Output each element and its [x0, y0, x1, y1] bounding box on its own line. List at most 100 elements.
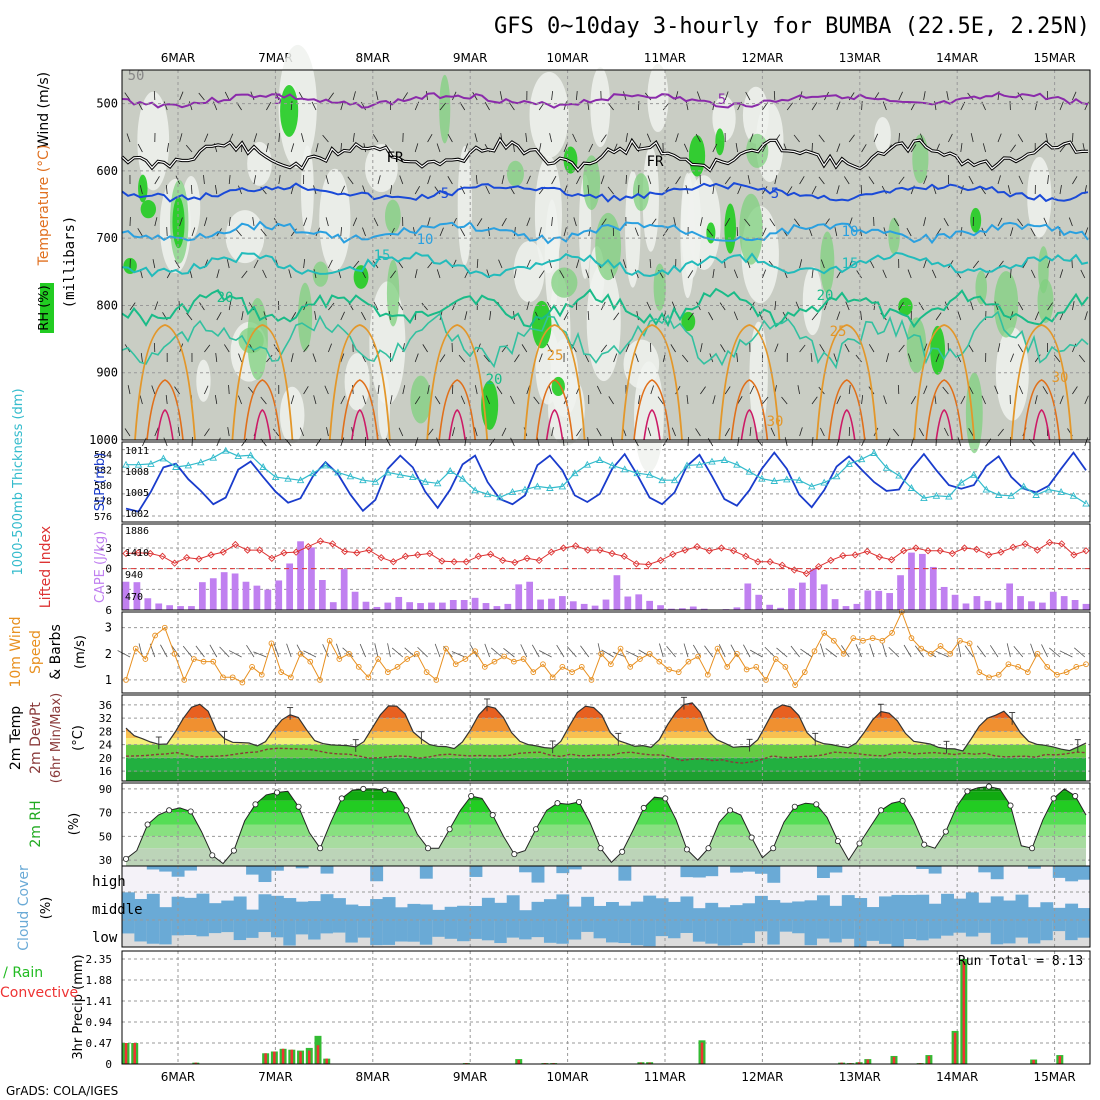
thickness-point [371, 477, 380, 485]
rh-dry-patch [749, 321, 768, 433]
wind-speed-point [734, 650, 740, 657]
cloud-low-cell [543, 920, 557, 943]
precip-convective-bar [892, 1056, 896, 1064]
wind-speed-point [530, 669, 537, 675]
temp-contour-35 [838, 409, 856, 441]
wind-barb [625, 343, 630, 353]
wind-barb [634, 269, 639, 279]
wind-barb [174, 260, 180, 269]
wind-barb [907, 269, 912, 279]
lifted-index-point [790, 566, 798, 574]
wind-barb [820, 259, 825, 269]
cloud-mid-cell [792, 901, 806, 920]
thickness-point [558, 482, 567, 490]
cape-bar [493, 606, 501, 610]
wind-barb [563, 227, 567, 237]
wind-barb [498, 259, 503, 269]
thickness-point [608, 461, 616, 469]
thickness-point [645, 470, 654, 478]
cape-bar [962, 603, 970, 610]
cloud-high-cell [184, 866, 197, 871]
wind-barb [199, 302, 205, 311]
temp-contour-25 [523, 324, 586, 441]
cloud-mid-cell [692, 908, 706, 920]
cloud-mid-cell [382, 897, 396, 920]
surface-wind-barb [391, 647, 404, 658]
wind-barb [745, 91, 751, 101]
cloud-mid-cell [643, 895, 657, 920]
wind-barb [610, 269, 614, 279]
cape-bar [438, 602, 446, 610]
wind-barb [227, 427, 230, 437]
wind-barb [373, 217, 379, 227]
wind-speed-point [763, 677, 769, 683]
lifted-axis-label: Lifted Index [38, 526, 54, 608]
wind-barb [347, 176, 354, 185]
wind-barb [397, 302, 404, 311]
wind-barb [712, 395, 716, 405]
wind-speed-point [831, 637, 837, 644]
wind-speed-point [666, 666, 672, 673]
wind-barb [882, 101, 887, 111]
thickness-point [720, 456, 729, 463]
wind-barb [166, 143, 170, 153]
cape-bar [635, 594, 643, 610]
wind-speed-point [229, 674, 236, 681]
cloud-low-cell [1040, 920, 1054, 941]
wind-speed-point [646, 650, 653, 657]
wind-barb [514, 227, 516, 237]
wind-barb [719, 302, 726, 311]
rh-point [230, 847, 237, 854]
wind-barb [600, 301, 606, 311]
wind-barb [165, 395, 168, 405]
cloud-low-cell [941, 920, 954, 936]
wind-speed-point [947, 650, 954, 657]
wind-barb [460, 227, 466, 237]
rh-point [662, 795, 669, 802]
cloud-low-cell [643, 920, 657, 947]
wind-barb [747, 175, 751, 185]
wind-barb [427, 175, 431, 185]
pressure-axis-label: (millibars) [62, 216, 78, 309]
wind-barb [253, 133, 258, 143]
upper-air-panel [121, 69, 1091, 441]
wind-barb [588, 227, 591, 237]
wind-barb [673, 217, 676, 227]
surface-wind-barb [659, 643, 664, 658]
rh-point [770, 845, 777, 852]
cape-axis-label: CAPE (J/kg) [93, 531, 108, 603]
rh-point [554, 800, 561, 807]
wind-barb [695, 133, 701, 143]
wind-speed-point [607, 661, 614, 668]
wind-barb [970, 133, 974, 143]
lifted-index-point [486, 550, 495, 558]
lifted-index-point [438, 557, 446, 565]
wind-barb [273, 344, 280, 353]
wind-barb [290, 143, 295, 153]
wind-barb [576, 91, 578, 101]
cloud-low-cell [630, 920, 644, 946]
lifted-index-point [256, 546, 264, 554]
wind-barb [1072, 386, 1078, 395]
cloud-low-cell [692, 920, 706, 942]
cloud-low-cell [469, 920, 483, 939]
cape-bar [308, 547, 315, 610]
temp-fill-group [126, 702, 1086, 781]
cloud-mid-cell [978, 902, 992, 920]
wind-barb [675, 385, 681, 395]
lifted-index-point [341, 547, 349, 556]
lifted-index-point [1082, 547, 1090, 555]
rh-moist-patch [384, 199, 401, 234]
wind-barb [799, 344, 806, 353]
wind-barb [483, 354, 490, 363]
cloud-low-cell [134, 920, 148, 942]
cloud-low-cell [531, 920, 545, 938]
surface-wind-barb [160, 644, 168, 658]
cape-tick: 470 [125, 592, 143, 603]
wind-barb [587, 101, 590, 111]
cloud-mid-cell [916, 894, 930, 920]
wind-barb [422, 344, 428, 353]
thickness-point [359, 476, 367, 484]
thickness-point [122, 460, 130, 468]
cape-bar [275, 580, 283, 610]
